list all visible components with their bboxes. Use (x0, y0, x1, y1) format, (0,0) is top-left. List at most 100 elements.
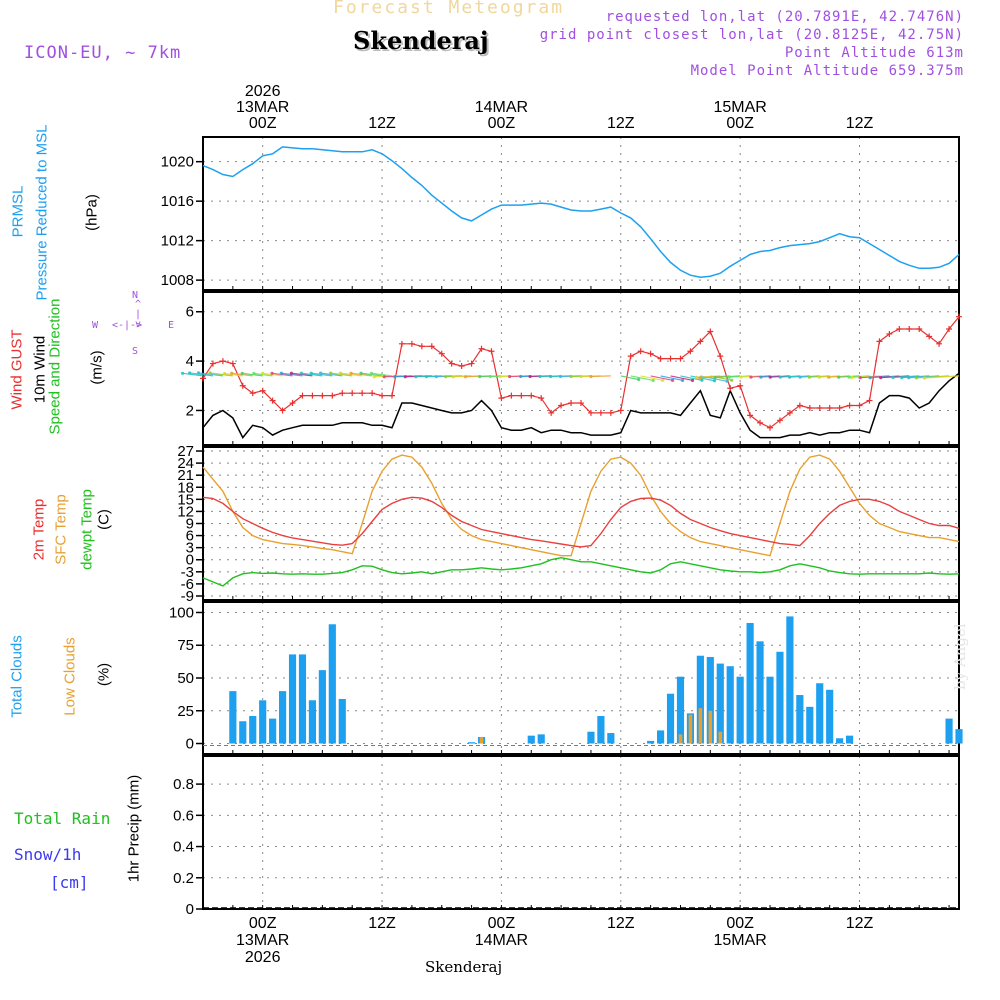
precip-ytick-label: 0.4 (173, 839, 194, 856)
gust-marker (408, 340, 415, 347)
product-title: Forecast Meteogram (333, 0, 565, 18)
total-cloud-bar (736, 676, 744, 744)
total-cloud-bar (328, 624, 336, 744)
wind-arrow-head (847, 375, 851, 379)
clouds-ytick-label: 100 (169, 604, 194, 621)
total-cloud-bar (806, 706, 814, 744)
gust-marker (389, 392, 395, 399)
total-cloud-bar (676, 676, 685, 744)
wind-direction-arrow (916, 375, 950, 379)
wind-arrow-head (651, 378, 655, 383)
wind-arrow-head (837, 375, 841, 379)
gust-marker (279, 407, 286, 414)
gust-marker (259, 387, 266, 394)
gust-marker (538, 395, 545, 402)
gust-marker (578, 400, 584, 407)
wind-arrow-head (922, 376, 927, 380)
wind-direction-arrow (870, 375, 900, 379)
wind-arrow-head (868, 376, 872, 380)
gust-marker (488, 348, 495, 355)
wind-arrow-head (749, 375, 753, 379)
gust-marker (219, 358, 226, 365)
wind-arrow-head (319, 371, 323, 375)
low-cloud-bar (479, 736, 484, 744)
gust-marker (518, 392, 525, 399)
wind-arrow-head (299, 371, 303, 375)
temperature-ytick-label: 15 (177, 491, 194, 508)
gust-marker (329, 392, 336, 399)
total-cloud-bar (259, 700, 267, 744)
total-cloud-bar (597, 716, 605, 744)
requested-point: requested lon,lat (20.7891E, 42.7476N) (605, 9, 964, 25)
clouds-frame (202, 601, 960, 755)
wind-arrow-head (463, 375, 468, 379)
gust-marker (448, 360, 455, 367)
gust-marker (886, 330, 893, 337)
wind-arrow-head (382, 375, 386, 379)
total-cloud-bar (786, 616, 794, 744)
total-clouds-label: Total Clouds (8, 635, 26, 718)
gust-marker (647, 350, 654, 357)
wind-arrow-head (519, 374, 523, 379)
total-cloud-bar (249, 716, 257, 744)
wind-arrow-head (700, 378, 704, 382)
gust-marker (458, 363, 465, 370)
gust-marker (269, 397, 276, 404)
temperature-ytick-label: -9 (181, 588, 194, 605)
bottom-time-label: 15MAR (713, 932, 766, 949)
temperature-ytick-label: 27 (177, 443, 194, 460)
total-cloud-bar (955, 729, 963, 744)
wind-arrow-head (434, 375, 438, 379)
pressure-ytick-label: 1016 (161, 193, 194, 210)
model-point-altitude: Model Point Altitude 659.375m (690, 63, 964, 79)
gust-marker (956, 313, 962, 320)
temperature-ytick-label: 18 (177, 479, 194, 496)
wind-arrow-head (712, 379, 717, 383)
temperature-ytick-label: 12 (177, 503, 194, 520)
total-cloud-bar (647, 740, 655, 744)
wind-arrow-head (739, 375, 743, 379)
gust-marker (369, 390, 376, 397)
wind-arrow-head (289, 371, 293, 375)
bottom-time-label: 2026 (245, 949, 281, 966)
wind-arrow-head (787, 375, 792, 379)
total-cloud-bar (607, 733, 615, 744)
footer-location: Skenderaj (425, 958, 503, 976)
gust-marker (926, 333, 933, 340)
gust-marker (627, 353, 634, 360)
gust-marker (637, 348, 644, 355)
wind-arrow-head (827, 375, 831, 379)
pressure-ytick-label: 1008 (161, 272, 194, 289)
wind-direction-arrow (860, 375, 890, 379)
total-cloud-bar (706, 657, 714, 744)
precip-frame (202, 755, 960, 910)
total-cloud-bar (836, 738, 844, 744)
gust-marker (498, 395, 505, 402)
temperature-ytick-label: -6 (181, 576, 194, 593)
clouds-ytick-label: 25 (177, 703, 194, 720)
total-cloud-bar (845, 735, 854, 744)
wind-direction-arrow (620, 375, 639, 381)
t2m-label: 2m Temp (30, 498, 48, 561)
gust-marker (707, 328, 714, 335)
gust-marker (856, 402, 863, 409)
gust-marker (717, 353, 724, 360)
gust-label: Wind GUST (8, 329, 26, 410)
gust-marker (587, 409, 594, 416)
clouds-ytick-label: 50 (177, 670, 194, 687)
total-cloud-bar (746, 622, 754, 744)
wind-arrow-head (680, 378, 685, 382)
gust-marker (379, 392, 386, 399)
wind-arrow-head (637, 377, 641, 382)
wind-direction-arrow (670, 375, 693, 381)
low-cloud-bar (718, 731, 723, 744)
gust-marker (667, 355, 674, 362)
total-cloud-bar (239, 721, 247, 744)
wind-direction-arrow (311, 372, 333, 377)
gust-marker (757, 419, 764, 426)
dewpt-label: dewpt Temp (78, 489, 96, 570)
sfc-temp-line (202, 454, 960, 557)
wind-arrow-head (393, 375, 397, 379)
wind-arrow-head (270, 371, 274, 375)
wind-arrow-head (661, 378, 665, 382)
